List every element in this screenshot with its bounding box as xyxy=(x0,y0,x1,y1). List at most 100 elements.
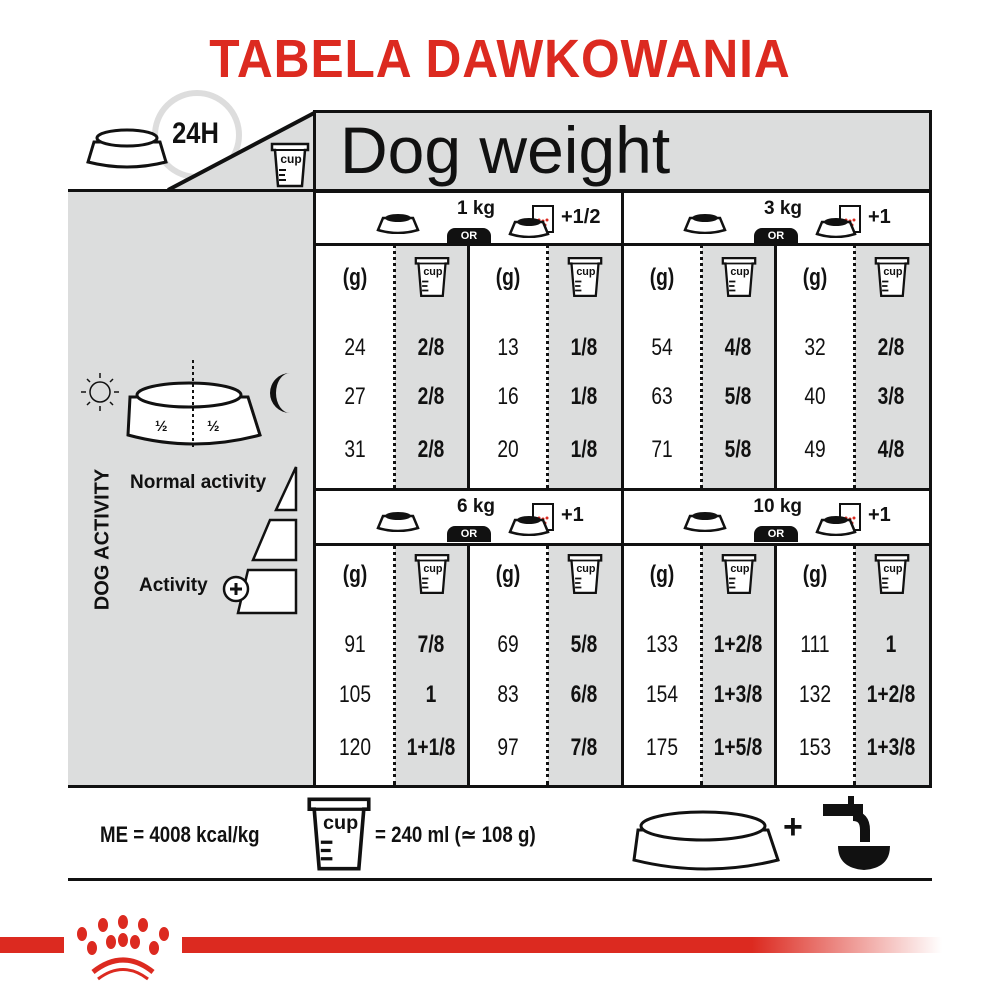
cup-icon: cup xyxy=(270,142,310,193)
grams-value: 120 xyxy=(338,734,372,761)
grams-header: (g) xyxy=(495,264,521,291)
or-badge: OR xyxy=(754,526,798,542)
svg-text:cup: cup xyxy=(423,563,443,575)
activity-plus-label: Activity xyxy=(139,575,208,596)
weight-label: 3 kg xyxy=(763,198,802,219)
cup-value: 6/8 xyxy=(570,681,598,708)
clock-24h-label: 24H xyxy=(172,117,219,150)
center-divider xyxy=(621,190,624,787)
wet-addition: +1 xyxy=(561,504,584,526)
water-tap-icon xyxy=(823,796,890,870)
cup-value: 2/8 xyxy=(877,334,905,361)
cup-value: 1+2/8 xyxy=(866,681,916,708)
column-divider xyxy=(853,245,856,488)
cup-value: 7/8 xyxy=(417,631,445,658)
grams-value: 91 xyxy=(344,631,366,658)
brand-logo-crown xyxy=(77,915,169,981)
cup-value: 5/8 xyxy=(570,631,598,658)
wet-food-bowl-icon xyxy=(814,204,866,243)
grams-header: (g) xyxy=(495,561,521,588)
wet-addition: +1/2 xyxy=(561,206,601,228)
cup-value: 4/8 xyxy=(877,436,905,463)
svg-text:cup: cup xyxy=(730,266,750,278)
or-badge: OR xyxy=(754,228,798,244)
mixed-divider xyxy=(774,545,777,785)
grams-header: (g) xyxy=(802,561,828,588)
weight-header xyxy=(315,112,930,190)
cup-value: 2/8 xyxy=(417,436,445,463)
svg-text:cup: cup xyxy=(423,266,443,278)
cup-icon: cup xyxy=(305,796,373,877)
svg-text:cup: cup xyxy=(730,563,750,575)
svg-text:cup: cup xyxy=(883,563,903,575)
mixed-divider xyxy=(467,245,470,488)
grams-header: (g) xyxy=(802,264,828,291)
grams-value: 49 xyxy=(804,436,826,463)
cup-icon: cup xyxy=(874,256,910,303)
grams-value: 133 xyxy=(645,631,679,658)
grams-header: (g) xyxy=(342,561,368,588)
left-panel-icons xyxy=(81,360,298,615)
section-line xyxy=(315,488,625,491)
brand-stripe-right xyxy=(182,937,942,953)
grams-value: 16 xyxy=(497,383,519,410)
wet-addition: +1 xyxy=(868,206,891,228)
grams-value: 32 xyxy=(804,334,826,361)
column-divider xyxy=(546,545,549,785)
grams-header: (g) xyxy=(649,561,675,588)
or-badge: OR xyxy=(447,526,491,542)
cup-icon: cup xyxy=(874,553,910,600)
dog-activity-label: DOG ACTIVITY xyxy=(91,468,114,611)
section-line xyxy=(622,488,932,491)
grams-value: 153 xyxy=(798,734,832,761)
cup-equivalent: = 240 ml (≃ 108 g) xyxy=(375,822,536,847)
cup-value: 1+1/8 xyxy=(406,734,456,761)
svg-text:cup: cup xyxy=(280,152,301,166)
activity-level-icons xyxy=(236,466,298,615)
cup-value: 1+2/8 xyxy=(713,631,763,658)
or-badge: OR xyxy=(447,228,491,244)
column-divider xyxy=(393,545,396,785)
section-line xyxy=(622,543,932,546)
cup-value: 3/8 xyxy=(877,383,905,410)
normal-activity-label: Normal activity xyxy=(130,472,267,493)
weight-title: Dog weight xyxy=(340,113,671,187)
bowl-icon xyxy=(126,360,262,447)
column-divider xyxy=(546,245,549,488)
column-divider xyxy=(700,245,703,488)
grams-value: 132 xyxy=(798,681,832,708)
section-line xyxy=(622,243,932,246)
cup-value: 1+3/8 xyxy=(713,681,763,708)
grams-header: (g) xyxy=(649,264,675,291)
cup-value: 1 xyxy=(425,681,437,708)
plus-icon xyxy=(222,575,250,603)
grams-value: 27 xyxy=(344,383,366,410)
dry-food-bowl-icon xyxy=(375,508,421,537)
cup-value: 1+5/8 xyxy=(713,734,763,761)
grams-value: 40 xyxy=(804,383,826,410)
bowl-icon xyxy=(632,810,780,871)
grams-value: 175 xyxy=(645,734,679,761)
bowl-icon xyxy=(86,128,168,169)
mixed-divider xyxy=(467,545,470,785)
grams-value: 31 xyxy=(344,436,366,463)
cup-icon: cup xyxy=(721,256,757,303)
cup-value: 4/8 xyxy=(724,334,752,361)
cup-value: 1/8 xyxy=(570,436,598,463)
grams-value: 20 xyxy=(497,436,519,463)
cup-icon: cup xyxy=(414,553,450,600)
grams-value: 111 xyxy=(800,631,830,658)
grams-value: 69 xyxy=(497,631,519,658)
cup-value: 2/8 xyxy=(417,334,445,361)
dry-food-bowl-icon xyxy=(682,210,728,239)
dry-food-bowl-icon xyxy=(375,210,421,239)
wet-food-bowl-icon xyxy=(507,502,559,541)
weight-label: 6 kg xyxy=(456,496,495,517)
grams-value: 54 xyxy=(651,334,673,361)
page-title: TABELA DAWKOWANIA xyxy=(209,29,791,89)
column-divider xyxy=(853,545,856,785)
weight-label: 10 kg xyxy=(753,496,802,517)
column-divider xyxy=(393,245,396,488)
section-line xyxy=(315,543,625,546)
cup-value: 1/8 xyxy=(570,383,598,410)
